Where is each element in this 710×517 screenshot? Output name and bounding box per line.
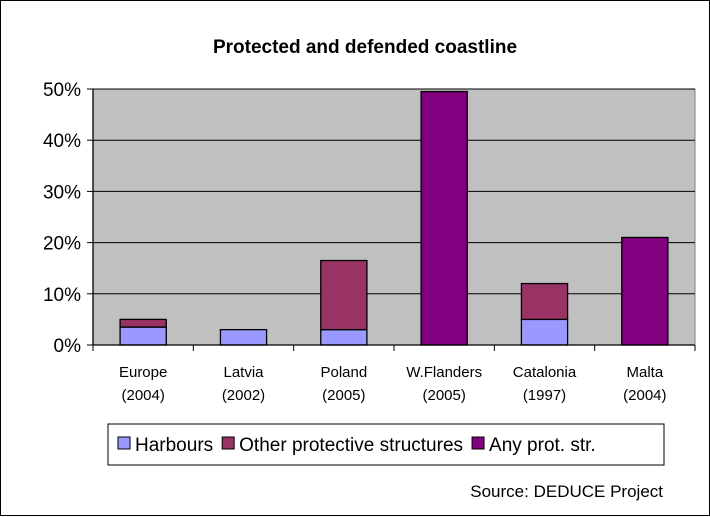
legend-label: Harbours [135, 435, 213, 456]
legend: Harbours Other protective structures Any p… [107, 423, 665, 466]
gridlines [93, 88, 695, 295]
x-tick-labels: Europe (2004) Latvia (2002) Poland (2005) W.Fl… [119, 364, 667, 404]
legend-label: Other protective structures [239, 435, 463, 456]
bar-1-1 [119, 326, 167, 346]
y-tick-label: 0% [54, 336, 82, 357]
x-tick-label: (2004) [121, 387, 164, 404]
bar-2-3 [320, 259, 368, 331]
legend-box [107, 423, 665, 466]
y-tick-label: 20% [43, 234, 81, 255]
y-tick-label: 30% [43, 182, 81, 203]
bar-2-5 [520, 282, 569, 321]
chart-title: Protected and defended coastline [213, 37, 517, 58]
x-tick-label: (2005) [322, 387, 365, 404]
x-tick-label: Poland [320, 364, 367, 381]
legend-swatch [117, 436, 131, 450]
y-tick-label: 40% [43, 131, 81, 152]
source-note: Source: DEDUCE Project [470, 482, 663, 501]
bar-2-1 [119, 318, 167, 328]
plot-area [92, 88, 696, 346]
x-tick-label: Catalonia [513, 364, 577, 381]
bar-1-3 [320, 328, 368, 346]
legend-swatch [221, 436, 235, 450]
x-tick-label: (2005) [422, 387, 465, 404]
x-tick-label: (2002) [222, 387, 265, 404]
bars [119, 90, 669, 346]
legend-swatch [471, 436, 485, 450]
axes [92, 89, 696, 351]
x-tick-label: Europe [119, 364, 167, 381]
x-tick-label: (2004) [623, 387, 666, 404]
bar-1-5 [520, 318, 569, 346]
bar-3-4 [420, 90, 468, 346]
y-tick-labels: 0% 10% 20% 30% 40% 50% [43, 80, 93, 357]
y-tick-label: 50% [43, 80, 81, 101]
bar-1-2 [219, 328, 268, 346]
legend-label: Any prot. str. [489, 435, 596, 456]
x-tick-label: W.Flanders [406, 364, 482, 381]
x-tick-label: Latvia [223, 364, 264, 381]
x-tick-label: Malta [626, 364, 663, 381]
x-tick-label: (1997) [523, 387, 566, 404]
y-tick-label: 10% [43, 285, 81, 306]
bar-3-6 [621, 236, 669, 346]
